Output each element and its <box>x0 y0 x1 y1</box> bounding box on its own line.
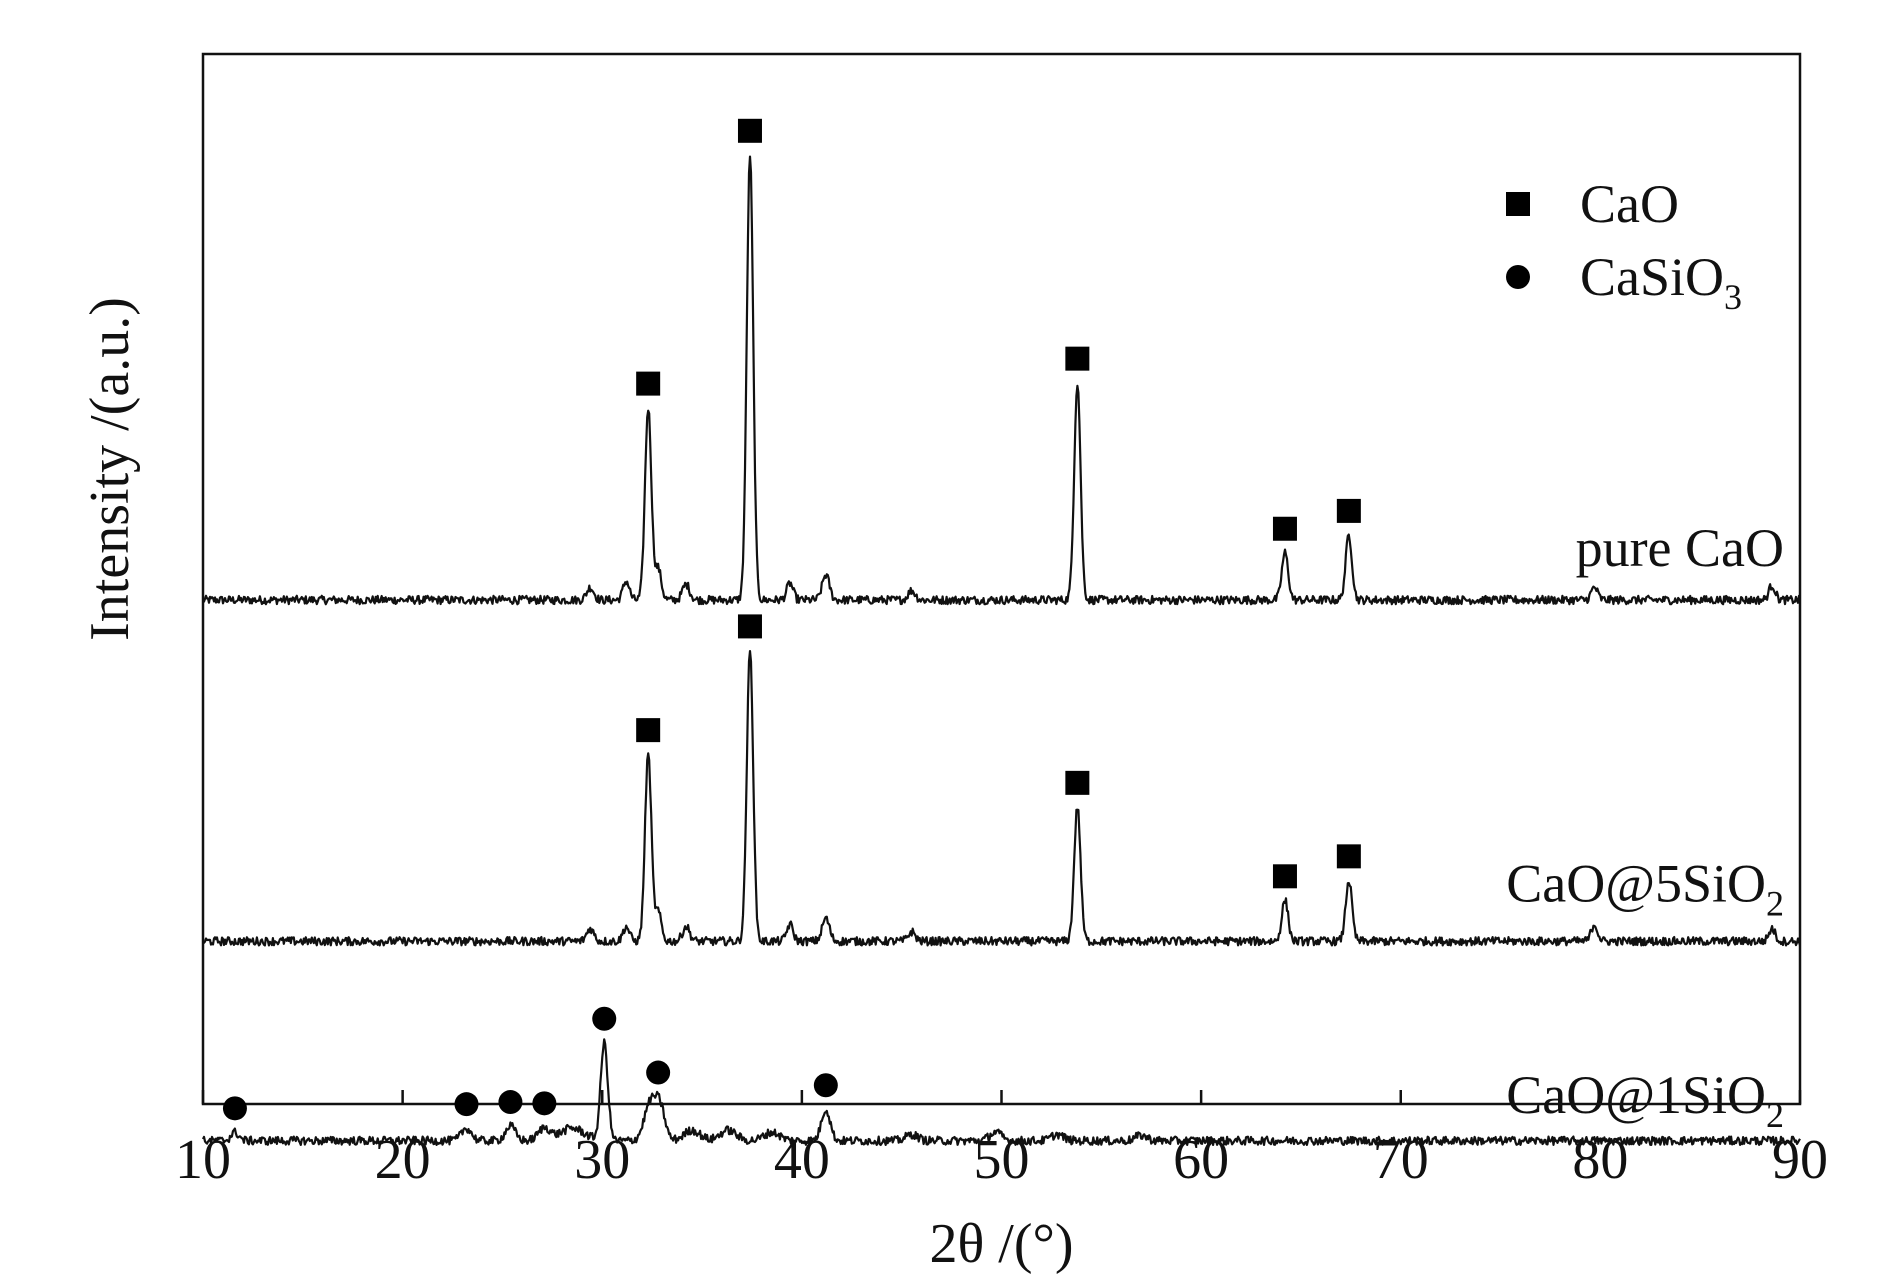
legend-label-casio3-text: CaSiO <box>1580 247 1724 307</box>
casio3-circle-marker <box>454 1092 479 1117</box>
marker-layer <box>222 118 1361 1121</box>
x-axis-title: 2θ /(°) <box>929 1213 1073 1275</box>
legend-square-marker <box>1506 192 1530 216</box>
plot-frame <box>201 52 1802 1106</box>
series-label-pure-cao: pure CaO <box>1576 518 1784 578</box>
casio3-circle-marker <box>813 1073 838 1098</box>
x-tick-label: 10 <box>175 1129 231 1191</box>
cao-square-marker <box>1272 516 1297 541</box>
x-tick-label: 60 <box>1173 1129 1229 1191</box>
cao-square-marker <box>1065 770 1090 795</box>
cao-square-marker <box>1065 346 1090 371</box>
casio3-circle-marker <box>592 1006 617 1031</box>
x-tick-label: 90 <box>1772 1129 1828 1191</box>
cao-square-marker <box>737 118 762 143</box>
series-label-cao-5sio2: CaO@5SiO2 <box>1506 853 1784 923</box>
series-label-cao-1sio2-sub: 2 <box>1766 1095 1784 1135</box>
series-label-cao-1sio2-text: CaO@1SiO <box>1506 1065 1766 1125</box>
cao-square-marker <box>636 371 661 396</box>
x-axis-ticks: 10 20 30 40 50 60 70 80 90 <box>175 1090 1828 1191</box>
legend-label-casio3: CaSiO3 <box>1580 247 1742 317</box>
x-tick-label: 40 <box>774 1129 830 1191</box>
casio3-circle-marker <box>222 1096 247 1121</box>
x-tick-label: 30 <box>574 1129 630 1191</box>
legend: CaO CaSiO3 <box>1506 174 1742 317</box>
x-tick-label: 20 <box>375 1129 431 1191</box>
x-tick-label: 50 <box>974 1129 1030 1191</box>
cao-square-marker <box>1336 498 1361 523</box>
series-label-cao-5sio2-text: CaO@5SiO <box>1506 853 1766 913</box>
y-axis-title: Intensity /(a.u.) <box>79 297 141 641</box>
x-tick-label: 70 <box>1373 1129 1429 1191</box>
legend-circle-marker <box>1506 265 1530 289</box>
legend-label-cao: CaO <box>1580 174 1679 234</box>
legend-label-casio3-sub: 3 <box>1724 277 1742 317</box>
series-layer <box>201 155 1802 1146</box>
cao-square-marker <box>1336 844 1361 869</box>
legend-label-cao-text: CaO <box>1580 174 1679 234</box>
series-label-pure-cao-text: pure CaO <box>1576 518 1784 578</box>
cao-square-marker <box>737 614 762 639</box>
series-line-2 <box>201 1038 1801 1146</box>
cao-square-marker <box>636 718 661 743</box>
casio3-circle-marker <box>646 1060 671 1085</box>
casio3-circle-marker <box>532 1091 557 1116</box>
series-label-cao-1sio2: CaO@1SiO2 <box>1506 1065 1784 1135</box>
series-line-0 <box>201 155 1802 606</box>
casio3-circle-marker <box>498 1090 523 1115</box>
series-labels: pure CaO CaO@5SiO2 CaO@1SiO2 <box>1506 518 1784 1135</box>
series-label-cao-5sio2-sub: 2 <box>1766 883 1784 923</box>
series-line-1 <box>202 650 1802 947</box>
cao-square-marker <box>1272 864 1297 889</box>
x-tick-label: 80 <box>1572 1129 1628 1191</box>
